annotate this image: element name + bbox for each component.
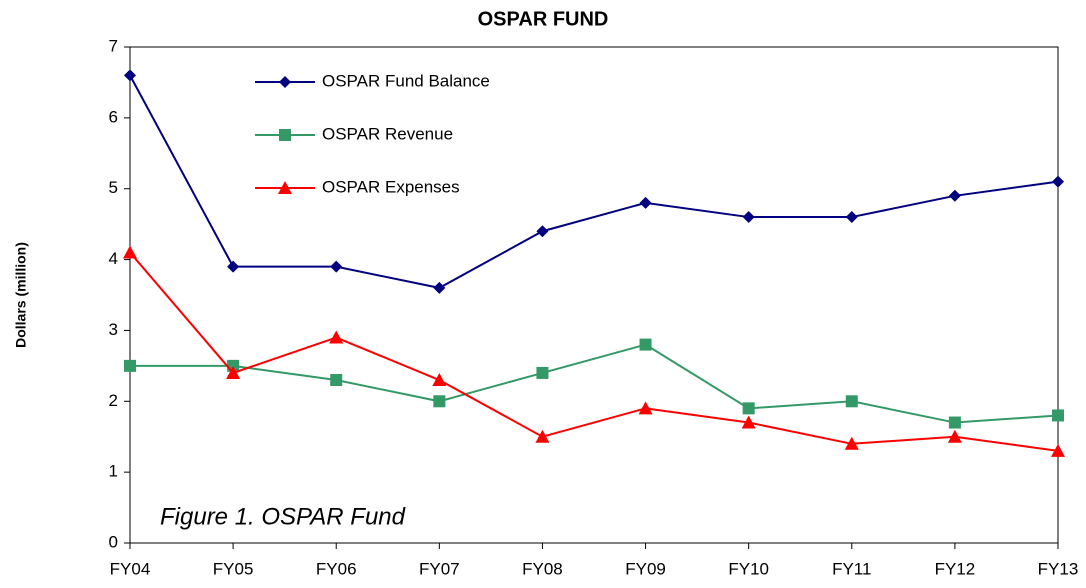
marker	[638, 401, 653, 415]
marker	[330, 374, 343, 387]
marker	[1052, 409, 1064, 422]
y-tick-label: 1	[109, 462, 118, 481]
y-tick-label: 6	[109, 107, 118, 126]
series-line	[130, 343, 1059, 424]
marker	[330, 260, 343, 273]
x-tick-label: FY11	[832, 559, 871, 578]
marker	[278, 181, 292, 194]
marker	[1052, 175, 1064, 188]
y-tick-label: 3	[109, 320, 118, 339]
marker	[844, 436, 859, 450]
annotation: Figure 1. OSPAR Fund	[160, 503, 406, 530]
marker	[947, 429, 962, 443]
marker	[1051, 443, 1065, 457]
y-tick-label: 0	[109, 532, 118, 551]
x-tick-label: FY06	[316, 559, 357, 578]
marker	[123, 245, 137, 259]
marker	[536, 225, 549, 238]
marker	[124, 359, 136, 372]
legend-label: OSPAR Revenue	[322, 124, 453, 143]
legend-label: OSPAR Expenses	[322, 177, 460, 196]
x-tick-label: FY12	[935, 559, 976, 578]
legend-label: OSPAR Fund Balance	[322, 71, 490, 90]
chart-title: OSPAR FUND	[478, 8, 609, 30]
x-tick-label: FY13	[1038, 559, 1079, 578]
series-line	[129, 251, 1059, 452]
marker	[279, 129, 291, 141]
marker	[741, 415, 756, 429]
marker	[226, 365, 241, 379]
x-tick-label: FY05	[213, 559, 254, 578]
marker	[433, 395, 446, 408]
y-tick-label: 7	[109, 36, 118, 55]
marker	[742, 402, 755, 415]
marker	[227, 260, 240, 273]
marker	[432, 373, 447, 387]
x-tick-label: FY10	[728, 559, 769, 578]
x-tick-label: FY08	[522, 559, 563, 578]
marker	[535, 429, 550, 443]
marker	[279, 76, 291, 88]
marker	[948, 189, 961, 202]
y-tick-label: 5	[109, 178, 118, 197]
y-tick-label: 4	[109, 249, 118, 268]
series-line	[129, 74, 1059, 289]
marker	[948, 416, 961, 429]
marker	[124, 69, 136, 82]
marker	[536, 366, 549, 379]
marker	[639, 338, 652, 351]
marker	[433, 281, 446, 294]
x-tick-label: FY07	[419, 559, 460, 578]
y-tick-label: 2	[109, 391, 118, 410]
marker	[845, 211, 858, 224]
marker	[639, 196, 652, 209]
plot-area	[129, 46, 1059, 544]
marker	[742, 211, 755, 224]
x-tick-label: FY04	[110, 559, 151, 578]
marker	[845, 395, 858, 408]
marker	[329, 330, 344, 344]
y-axis-label: Dollars (million)	[13, 242, 29, 348]
x-tick-label: FY09	[625, 559, 666, 578]
